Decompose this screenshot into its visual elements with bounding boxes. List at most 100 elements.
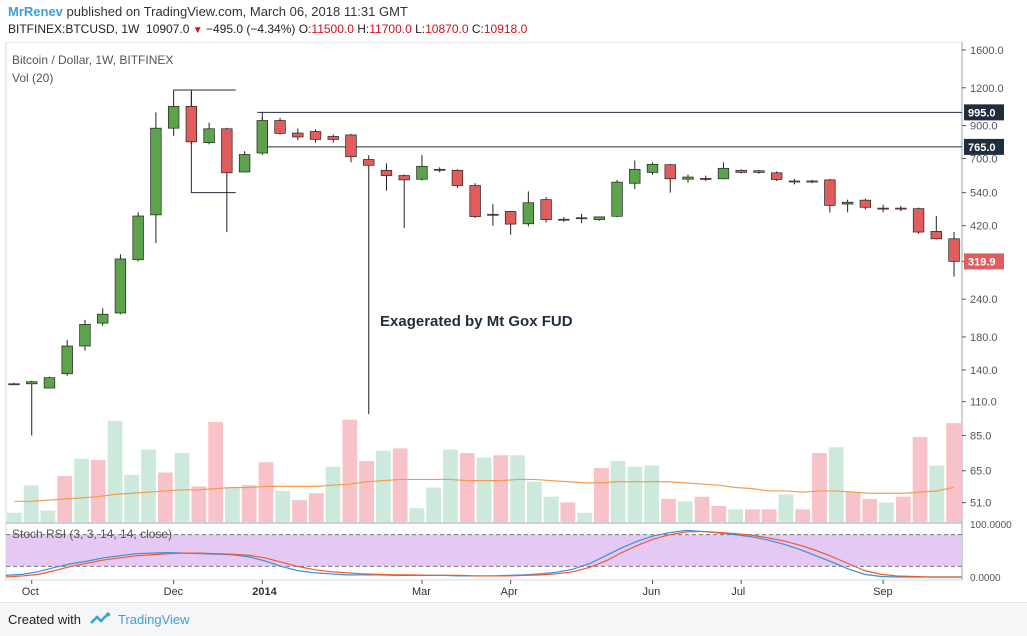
candle-body (717, 167, 730, 180)
price-tick-label: 1200.0 (970, 83, 1004, 95)
candle-body (292, 132, 304, 138)
tradingview-brand-link[interactable]: TradingView (118, 612, 190, 627)
volume-bar (761, 509, 777, 522)
volume-bar (560, 502, 576, 522)
volume-bar (895, 496, 911, 522)
candle-body (753, 170, 765, 173)
candle-body (540, 199, 552, 220)
price-label-text: 319.9 (968, 256, 996, 268)
volume-bar (694, 496, 710, 522)
candle-body (469, 185, 481, 217)
open-label: O: (298, 22, 312, 36)
volume-bar (191, 486, 207, 522)
price-tick-label: 51.0 (970, 498, 991, 510)
volume-bar (443, 449, 458, 522)
candle-body (788, 180, 801, 183)
volume-bar (392, 448, 408, 522)
volume-bar (677, 501, 693, 522)
close-value: 10918.0 (483, 22, 528, 36)
candle-body (948, 238, 960, 262)
x-tick-label: Mar (412, 586, 431, 598)
candle-body (327, 136, 339, 140)
volume-bar (225, 487, 240, 522)
candle-body (97, 313, 109, 324)
candle-body (895, 207, 907, 210)
candle-body (558, 218, 570, 221)
volume-bar (828, 447, 844, 522)
volume-bar (325, 466, 341, 522)
price-label-box (964, 104, 1004, 121)
stoch-rsi-line (5, 530, 962, 578)
price-tick-label: 85.0 (970, 431, 991, 443)
price-tick-label: 240.0 (970, 294, 998, 306)
candle-body (593, 216, 605, 220)
candle-body (664, 164, 676, 180)
volume-bar (879, 502, 894, 522)
candle-body (203, 128, 215, 144)
volume-bar (292, 500, 307, 522)
volume-bar (912, 436, 928, 522)
candle-body (114, 258, 127, 314)
volume-bar (711, 505, 727, 522)
candle-body (735, 169, 747, 173)
candle-body (629, 168, 641, 184)
volume-bar (845, 492, 861, 522)
low-value: 10870.0 (425, 22, 469, 36)
volume-bar (594, 467, 609, 522)
x-tick-label: Apr (501, 586, 518, 598)
volume-bar (929, 465, 945, 522)
volume-title: Vol (20) (12, 71, 53, 85)
volume-bar (526, 481, 542, 522)
candle-body (877, 207, 889, 210)
volume-bar (308, 493, 324, 522)
chart-area[interactable]: 1600.01200.0900.0700.0540.0420.0320.0240… (0, 41, 1027, 602)
candle-body (345, 134, 357, 158)
price-tick-label: 140.0 (970, 365, 998, 377)
volume-bar (23, 485, 39, 522)
price-tick-label: 700.0 (970, 154, 998, 166)
candle-body (522, 202, 535, 225)
chart-title: Bitcoin / Dollar, 1W, BITFINEX (12, 53, 173, 67)
chart-header: MrRenev published on TradingView.com, Ma… (0, 0, 1027, 42)
volume-bar (241, 485, 257, 522)
candle-body (8, 383, 20, 386)
candle-body (79, 324, 91, 347)
candle-body (771, 172, 783, 180)
low-label: L: (415, 22, 426, 36)
rsi-tick-label: 0.0000 (970, 573, 1001, 584)
volume-bar (459, 453, 475, 522)
price-tick-label: 65.0 (970, 466, 991, 478)
candle-body (256, 120, 268, 154)
candle-body (185, 105, 198, 143)
candle-body (274, 120, 286, 134)
candle-body (238, 154, 251, 173)
volume-bar (359, 461, 374, 522)
chart-svg[interactable]: 1600.01200.0900.0700.0540.0420.0320.0240… (0, 41, 1027, 602)
candle-body (859, 199, 872, 208)
x-tick-label: Jun (643, 586, 661, 598)
candle-body (700, 178, 712, 180)
volume-bar (7, 512, 22, 522)
candle-body (487, 213, 499, 216)
rsi-tick-label: 100.0000 (970, 520, 1012, 531)
volume-bar (728, 509, 743, 522)
candle-body (611, 181, 623, 217)
candle-body (575, 217, 588, 220)
chart-annotation: Exagerated by Mt Gox FUD (380, 313, 573, 330)
candle-body (824, 179, 836, 206)
candle-body (451, 169, 464, 186)
volume-bar (795, 509, 811, 522)
volume-bar (74, 458, 89, 522)
author-link[interactable]: MrRenev (8, 4, 63, 19)
tradingview-logo-icon[interactable] (90, 612, 112, 626)
price-label-box (964, 253, 1004, 270)
volume-bar (40, 510, 56, 522)
candle-body (930, 231, 942, 240)
volume-bar (610, 461, 626, 522)
price-tick-label: 900.0 (970, 121, 998, 133)
candle-body (167, 105, 180, 129)
volume-bar (493, 455, 509, 522)
volume-bar (409, 508, 425, 522)
high-label: H: (357, 22, 370, 36)
x-tick-label: 2014 (252, 586, 277, 598)
